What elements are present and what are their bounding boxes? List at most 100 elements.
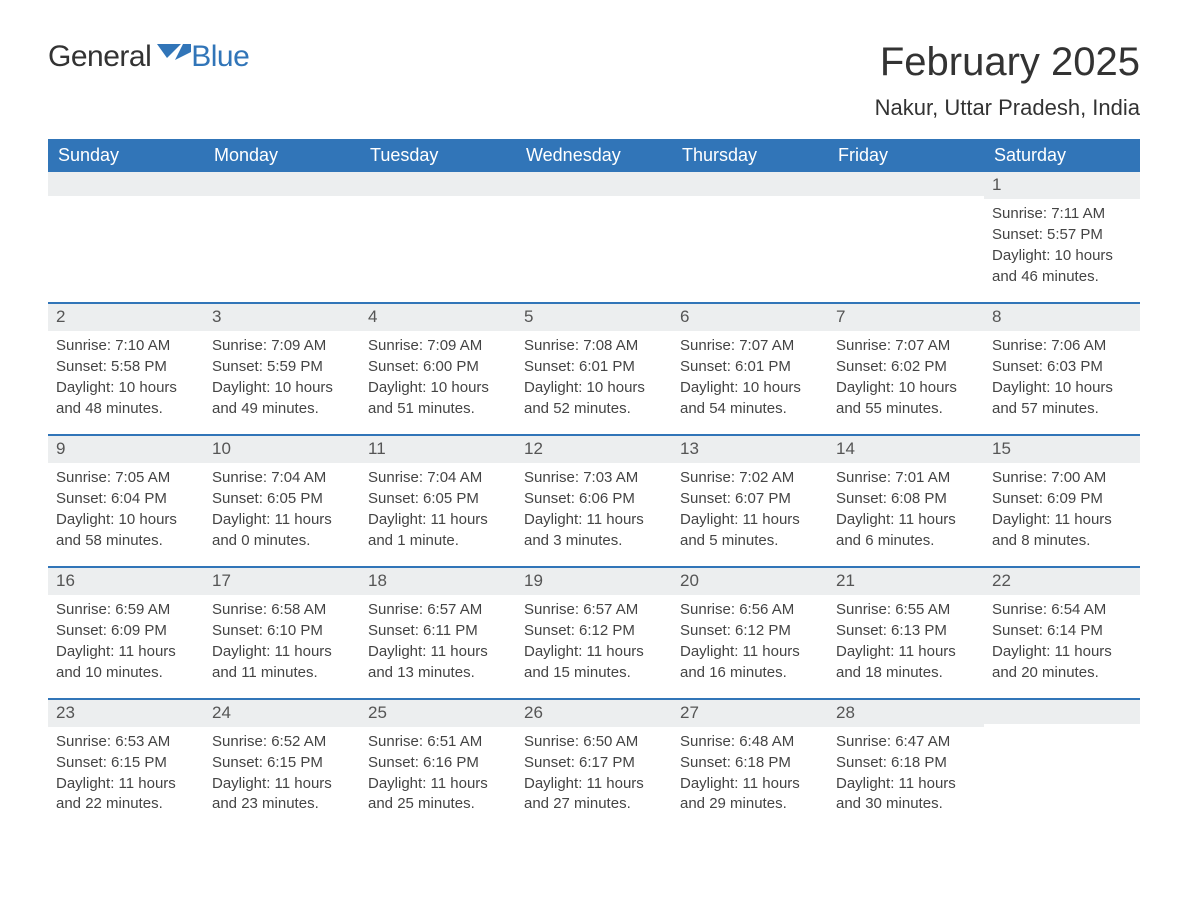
sunset-text: Sunset: 6:05 PM (368, 489, 508, 509)
day-number: 23 (48, 700, 204, 727)
day-number (672, 172, 828, 196)
weeks-container: 1Sunrise: 7:11 AMSunset: 5:57 PMDaylight… (48, 172, 1140, 830)
day-details: Sunrise: 7:08 AMSunset: 6:01 PMDaylight:… (516, 331, 672, 434)
sunset-text: Sunset: 6:18 PM (836, 753, 976, 773)
sunrise-text: Sunrise: 7:03 AM (524, 468, 664, 488)
day-details: Sunrise: 6:52 AMSunset: 6:15 PMDaylight:… (204, 727, 360, 830)
day-number: 8 (984, 304, 1140, 331)
calendar-day-cell: 24Sunrise: 6:52 AMSunset: 6:15 PMDayligh… (204, 700, 360, 830)
sunrise-text: Sunrise: 7:07 AM (836, 336, 976, 356)
calendar-day-cell: 8Sunrise: 7:06 AMSunset: 6:03 PMDaylight… (984, 304, 1140, 434)
day-details: Sunrise: 6:50 AMSunset: 6:17 PMDaylight:… (516, 727, 672, 830)
day-details: Sunrise: 6:54 AMSunset: 6:14 PMDaylight:… (984, 595, 1140, 698)
day-details: Sunrise: 7:10 AMSunset: 5:58 PMDaylight:… (48, 331, 204, 434)
sunrise-text: Sunrise: 6:51 AM (368, 732, 508, 752)
day-details: Sunrise: 7:00 AMSunset: 6:09 PMDaylight:… (984, 463, 1140, 566)
calendar-day-cell (984, 700, 1140, 830)
sunset-text: Sunset: 6:12 PM (680, 621, 820, 641)
day-details: Sunrise: 7:06 AMSunset: 6:03 PMDaylight:… (984, 331, 1140, 434)
day-details: Sunrise: 6:57 AMSunset: 6:11 PMDaylight:… (360, 595, 516, 698)
calendar-day-cell: 12Sunrise: 7:03 AMSunset: 6:06 PMDayligh… (516, 436, 672, 566)
daylight-text: Daylight: 11 hours and 10 minutes. (56, 642, 196, 683)
daylight-text: Daylight: 11 hours and 30 minutes. (836, 774, 976, 815)
calendar-day-cell: 11Sunrise: 7:04 AMSunset: 6:05 PMDayligh… (360, 436, 516, 566)
sunrise-text: Sunrise: 6:53 AM (56, 732, 196, 752)
sunrise-text: Sunrise: 7:08 AM (524, 336, 664, 356)
calendar-day-cell: 15Sunrise: 7:00 AMSunset: 6:09 PMDayligh… (984, 436, 1140, 566)
calendar-day-cell (828, 172, 984, 302)
daylight-text: Daylight: 11 hours and 6 minutes. (836, 510, 976, 551)
sunrise-text: Sunrise: 6:52 AM (212, 732, 352, 752)
day-details: Sunrise: 7:09 AMSunset: 5:59 PMDaylight:… (204, 331, 360, 434)
weekday-label: Thursday (672, 139, 828, 172)
day-number: 18 (360, 568, 516, 595)
daylight-text: Daylight: 10 hours and 51 minutes. (368, 378, 508, 419)
daylight-text: Daylight: 10 hours and 58 minutes. (56, 510, 196, 551)
sunset-text: Sunset: 6:16 PM (368, 753, 508, 773)
calendar-day-cell: 22Sunrise: 6:54 AMSunset: 6:14 PMDayligh… (984, 568, 1140, 698)
day-number: 25 (360, 700, 516, 727)
sunrise-text: Sunrise: 7:04 AM (212, 468, 352, 488)
day-number: 24 (204, 700, 360, 727)
day-details: Sunrise: 6:53 AMSunset: 6:15 PMDaylight:… (48, 727, 204, 830)
sunset-text: Sunset: 6:07 PM (680, 489, 820, 509)
daylight-text: Daylight: 11 hours and 13 minutes. (368, 642, 508, 683)
sunrise-text: Sunrise: 6:48 AM (680, 732, 820, 752)
daylight-text: Daylight: 11 hours and 27 minutes. (524, 774, 664, 815)
day-number: 15 (984, 436, 1140, 463)
calendar-week: 1Sunrise: 7:11 AMSunset: 5:57 PMDaylight… (48, 172, 1140, 302)
calendar-week: 9Sunrise: 7:05 AMSunset: 6:04 PMDaylight… (48, 434, 1140, 566)
sunset-text: Sunset: 6:01 PM (680, 357, 820, 377)
daylight-text: Daylight: 11 hours and 25 minutes. (368, 774, 508, 815)
sunset-text: Sunset: 6:18 PM (680, 753, 820, 773)
calendar-day-cell: 20Sunrise: 6:56 AMSunset: 6:12 PMDayligh… (672, 568, 828, 698)
calendar-day-cell: 5Sunrise: 7:08 AMSunset: 6:01 PMDaylight… (516, 304, 672, 434)
day-number (360, 172, 516, 196)
daylight-text: Daylight: 11 hours and 18 minutes. (836, 642, 976, 683)
sunrise-text: Sunrise: 6:57 AM (368, 600, 508, 620)
daylight-text: Daylight: 11 hours and 20 minutes. (992, 642, 1132, 683)
day-details (672, 196, 828, 214)
day-details: Sunrise: 6:58 AMSunset: 6:10 PMDaylight:… (204, 595, 360, 698)
sunrise-text: Sunrise: 7:09 AM (368, 336, 508, 356)
day-details: Sunrise: 6:51 AMSunset: 6:16 PMDaylight:… (360, 727, 516, 830)
sunset-text: Sunset: 6:04 PM (56, 489, 196, 509)
calendar-day-cell: 28Sunrise: 6:47 AMSunset: 6:18 PMDayligh… (828, 700, 984, 830)
daylight-text: Daylight: 11 hours and 23 minutes. (212, 774, 352, 815)
sunset-text: Sunset: 5:59 PM (212, 357, 352, 377)
day-number: 10 (204, 436, 360, 463)
calendar-day-cell: 3Sunrise: 7:09 AMSunset: 5:59 PMDaylight… (204, 304, 360, 434)
day-details: Sunrise: 7:02 AMSunset: 6:07 PMDaylight:… (672, 463, 828, 566)
daylight-text: Daylight: 11 hours and 3 minutes. (524, 510, 664, 551)
calendar-day-cell: 10Sunrise: 7:04 AMSunset: 6:05 PMDayligh… (204, 436, 360, 566)
day-details (828, 196, 984, 214)
day-details: Sunrise: 7:09 AMSunset: 6:00 PMDaylight:… (360, 331, 516, 434)
day-details: Sunrise: 6:55 AMSunset: 6:13 PMDaylight:… (828, 595, 984, 698)
weekday-label: Tuesday (360, 139, 516, 172)
day-details: Sunrise: 7:11 AMSunset: 5:57 PMDaylight:… (984, 199, 1140, 302)
daylight-text: Daylight: 11 hours and 11 minutes. (212, 642, 352, 683)
day-number (984, 700, 1140, 724)
sunset-text: Sunset: 6:15 PM (56, 753, 196, 773)
calendar-day-cell (204, 172, 360, 302)
sunset-text: Sunset: 6:09 PM (992, 489, 1132, 509)
sunset-text: Sunset: 6:02 PM (836, 357, 976, 377)
daylight-text: Daylight: 11 hours and 0 minutes. (212, 510, 352, 551)
daylight-text: Daylight: 11 hours and 1 minute. (368, 510, 508, 551)
weekday-label: Wednesday (516, 139, 672, 172)
brand-logo: General Blue (48, 40, 249, 74)
calendar-day-cell (516, 172, 672, 302)
sunrise-text: Sunrise: 6:58 AM (212, 600, 352, 620)
day-details: Sunrise: 7:07 AMSunset: 6:01 PMDaylight:… (672, 331, 828, 434)
calendar-day-cell: 23Sunrise: 6:53 AMSunset: 6:15 PMDayligh… (48, 700, 204, 830)
day-number: 28 (828, 700, 984, 727)
sunset-text: Sunset: 6:06 PM (524, 489, 664, 509)
day-details: Sunrise: 7:04 AMSunset: 6:05 PMDaylight:… (360, 463, 516, 566)
day-number: 19 (516, 568, 672, 595)
weekday-label: Friday (828, 139, 984, 172)
day-details: Sunrise: 7:03 AMSunset: 6:06 PMDaylight:… (516, 463, 672, 566)
daylight-text: Daylight: 11 hours and 16 minutes. (680, 642, 820, 683)
sunrise-text: Sunrise: 7:07 AM (680, 336, 820, 356)
sunrise-text: Sunrise: 7:02 AM (680, 468, 820, 488)
calendar-day-cell: 1Sunrise: 7:11 AMSunset: 5:57 PMDaylight… (984, 172, 1140, 302)
